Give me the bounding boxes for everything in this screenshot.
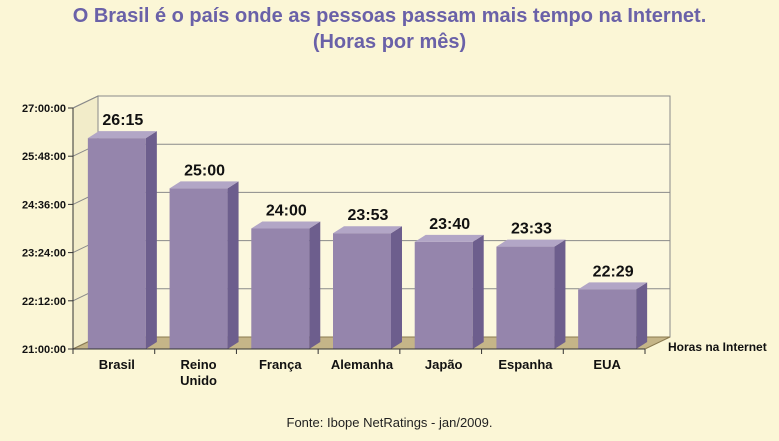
bar-top — [87, 131, 157, 139]
bar-top — [169, 181, 239, 189]
bar-side — [145, 131, 157, 349]
category-label: Alemanha — [331, 357, 394, 372]
bar-top — [251, 221, 321, 229]
value-label: 23:33 — [511, 221, 552, 238]
y-tick-label: 25:48:00 — [22, 151, 66, 163]
category-label: Unido — [180, 373, 217, 388]
y-tick-label: 27:00:00 — [22, 103, 66, 115]
y-tick-label: 22:12:00 — [22, 296, 66, 308]
bar — [333, 233, 391, 349]
value-label: 25:00 — [184, 162, 225, 179]
bar-side — [554, 239, 566, 349]
category-label: Espanha — [498, 357, 553, 372]
value-label: 23:53 — [348, 207, 389, 224]
bar — [87, 138, 146, 349]
category-label: Brasil — [99, 357, 135, 372]
value-label: 23:40 — [429, 216, 470, 233]
bar-top — [578, 282, 648, 290]
bar — [496, 246, 555, 349]
bar-side — [472, 234, 484, 349]
bar — [414, 241, 473, 349]
bar-top — [496, 239, 566, 247]
bar — [251, 228, 310, 349]
category-label: França — [259, 357, 302, 372]
bar-side — [636, 282, 648, 349]
category-label: Reino — [181, 357, 217, 372]
bar-top — [333, 226, 402, 234]
gridline — [72, 95, 670, 109]
bar — [578, 289, 637, 349]
bar — [169, 188, 228, 349]
category-label: EUA — [593, 357, 621, 372]
bar-side — [309, 221, 321, 349]
bar-side — [391, 226, 402, 349]
value-label: 22:29 — [593, 263, 634, 280]
chart-subtitle: (Horas por mês) — [312, 31, 467, 53]
bar-side — [227, 181, 239, 349]
value-label: 24:00 — [266, 203, 307, 220]
series-label: Horas na Internet — [668, 340, 767, 354]
chart-title: O Brasil é o país onde as pessoas passam… — [72, 5, 707, 27]
category-label: Japão — [425, 357, 463, 372]
value-label: 26:15 — [102, 112, 143, 129]
y-tick-label: 24:36:00 — [22, 199, 66, 211]
y-tick-label: 21:00:00 — [22, 344, 66, 356]
y-tick-label: 23:24:00 — [22, 248, 66, 260]
source-note: Fonte: Ibope NetRatings - jan/2009. — [286, 415, 493, 430]
bar-top — [414, 234, 484, 242]
